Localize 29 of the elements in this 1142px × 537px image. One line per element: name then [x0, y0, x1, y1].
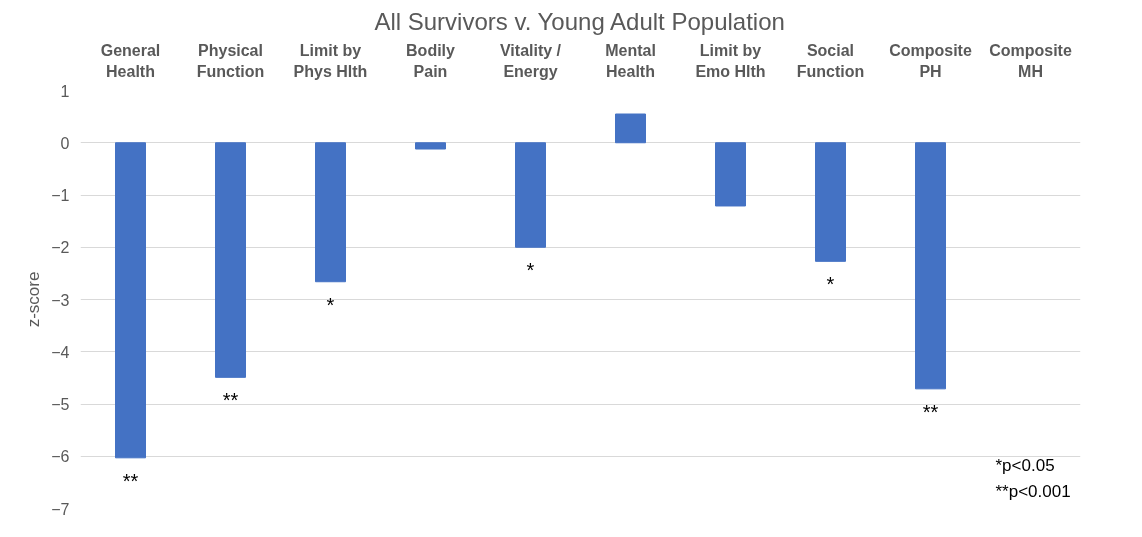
x-tick-label: Composite MH: [989, 42, 1072, 80]
x-tick-label: Mental Health: [605, 42, 656, 80]
y-axis-title: z-score: [24, 271, 44, 328]
y-tick-label: −3: [51, 291, 70, 309]
y-tick-label: −1: [51, 187, 70, 204]
x-tick-label: Vitality / Energy: [499, 42, 562, 80]
x-tick-label: Physical Function: [196, 42, 265, 80]
chart-title: All Survivors v. Young Adult Population: [374, 7, 785, 35]
annotation: **p<0.001: [995, 481, 1071, 501]
annotation: *: [526, 259, 535, 282]
annotation: **: [122, 469, 139, 492]
y-tick-label: 1: [60, 82, 70, 100]
x-tick-label: Composite PH: [889, 42, 972, 80]
x-tick-label: Social Function: [796, 42, 865, 80]
y-tick-label: −2: [51, 239, 70, 257]
annotation: **: [222, 389, 239, 412]
annotation: *: [826, 273, 835, 296]
y-tick-label: −4: [51, 343, 70, 361]
x-tick-label: General Health: [100, 42, 161, 80]
y-tick-label: 0: [60, 134, 70, 152]
y-tick-label: −7: [51, 500, 70, 518]
annotation: *: [326, 293, 335, 316]
x-tick-label: Bodily Pain: [406, 42, 456, 80]
y-tick-label: −5: [51, 396, 70, 413]
annotation: **: [922, 400, 939, 423]
y-tick-label: −6: [51, 448, 70, 466]
x-tick-label: Limit by Emo Hlth: [695, 42, 766, 80]
annotation: *p<0.05: [995, 455, 1055, 475]
x-tick-label: Limit by Phys Hlth: [293, 42, 368, 80]
